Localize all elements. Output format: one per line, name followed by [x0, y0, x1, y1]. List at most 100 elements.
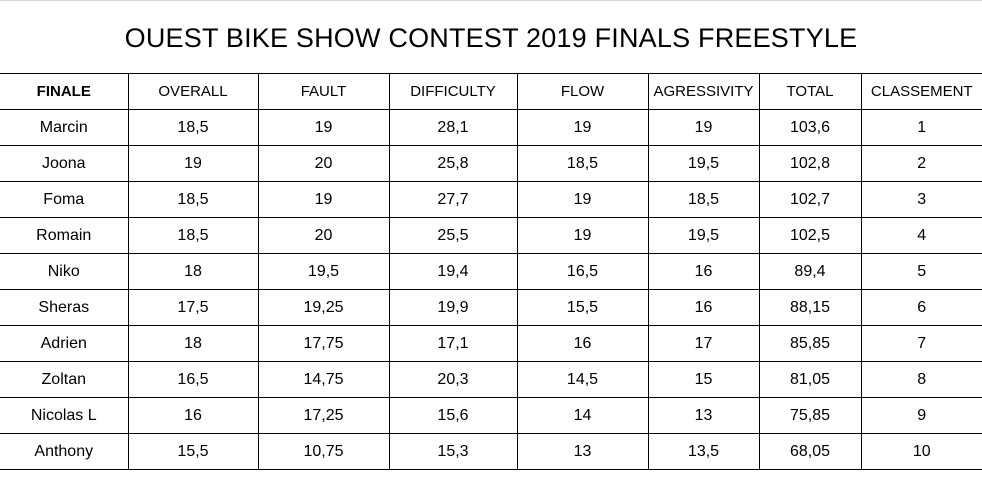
cell-fault: 10,75	[257, 433, 390, 470]
cell-total: 85,85	[758, 325, 862, 362]
column-header-classement: CLASSEMENT	[860, 73, 982, 110]
table-row: Niko 18 19,5 19,4 16,5 16 89,4 5	[0, 253, 982, 290]
cell-total: 88,15	[758, 289, 862, 326]
top-divider	[0, 0, 982, 1]
cell-fault: 17,25	[257, 397, 390, 434]
cell-total: 68,05	[758, 433, 862, 470]
cell-flow: 19	[516, 181, 649, 218]
results-table-body: Marcin 18,5 19 28,1 19 19 103,6 1 Joona 19 20 25,8 1…	[0, 109, 982, 470]
cell-rider-name: Adrien	[0, 325, 129, 362]
cell-flow: 19	[516, 109, 649, 146]
cell-flow: 16	[516, 325, 649, 362]
table-row: Nicolas L 16 17,25 15,6 14 13 75,85 9	[0, 397, 982, 434]
cell-classement: 9	[860, 397, 982, 434]
cell-rider-name: Joona	[0, 145, 129, 182]
table-row: Zoltan 16,5 14,75 20,3 14,5 15 81,05 8	[0, 361, 982, 398]
cell-difficulty: 27,7	[388, 181, 518, 218]
cell-overall: 18	[127, 325, 259, 362]
cell-overall: 16,5	[127, 361, 259, 398]
results-table: FINALE OVERALL FAULT DIFFICULTY FLOW AGR…	[0, 73, 982, 470]
table-header-row: FINALE OVERALL FAULT DIFFICULTY FLOW AGR…	[0, 73, 982, 110]
cell-rider-name: Zoltan	[0, 361, 129, 398]
cell-difficulty: 17,1	[388, 325, 518, 362]
cell-overall: 18,5	[127, 217, 259, 254]
cell-total: 89,4	[758, 253, 862, 290]
cell-difficulty: 15,3	[388, 433, 518, 470]
cell-agressivity: 18,5	[647, 181, 760, 218]
cell-agressivity: 17	[647, 325, 760, 362]
cell-fault: 20	[257, 217, 390, 254]
table-row: Sheras 17,5 19,25 19,9 15,5 16 88,15 6	[0, 289, 982, 326]
cell-rider-name: Nicolas L	[0, 397, 129, 434]
cell-fault: 19,25	[257, 289, 390, 326]
cell-classement: 10	[860, 433, 982, 470]
cell-classement: 5	[860, 253, 982, 290]
cell-classement: 2	[860, 145, 982, 182]
cell-flow: 16,5	[516, 253, 649, 290]
table-row: Foma 18,5 19 27,7 19 18,5 102,7 3	[0, 181, 982, 218]
table-row: Anthony 15,5 10,75 15,3 13 13,5 68,05 10	[0, 433, 982, 470]
cell-total: 81,05	[758, 361, 862, 398]
table-row: Adrien 18 17,75 17,1 16 17 85,85 7	[0, 325, 982, 362]
cell-total: 102,8	[758, 145, 862, 182]
cell-agressivity: 19,5	[647, 217, 760, 254]
cell-agressivity: 19	[647, 109, 760, 146]
cell-fault: 20	[257, 145, 390, 182]
cell-agressivity: 19,5	[647, 145, 760, 182]
cell-agressivity: 15	[647, 361, 760, 398]
cell-fault: 19	[257, 109, 390, 146]
cell-rider-name: Romain	[0, 217, 129, 254]
column-header-total: TOTAL	[758, 73, 862, 110]
cell-total: 103,6	[758, 109, 862, 146]
cell-agressivity: 16	[647, 253, 760, 290]
cell-flow: 14,5	[516, 361, 649, 398]
cell-classement: 3	[860, 181, 982, 218]
cell-fault: 17,75	[257, 325, 390, 362]
cell-agressivity: 16	[647, 289, 760, 326]
cell-flow: 15,5	[516, 289, 649, 326]
cell-difficulty: 25,5	[388, 217, 518, 254]
cell-rider-name: Foma	[0, 181, 129, 218]
cell-difficulty: 15,6	[388, 397, 518, 434]
cell-flow: 14	[516, 397, 649, 434]
cell-agressivity: 13,5	[647, 433, 760, 470]
table-row: Marcin 18,5 19 28,1 19 19 103,6 1	[0, 109, 982, 146]
cell-difficulty: 25,8	[388, 145, 518, 182]
cell-rider-name: Anthony	[0, 433, 129, 470]
cell-fault: 19,5	[257, 253, 390, 290]
cell-classement: 4	[860, 217, 982, 254]
table-row: Joona 19 20 25,8 18,5 19,5 102,8 2	[0, 145, 982, 182]
cell-difficulty: 19,9	[388, 289, 518, 326]
cell-classement: 1	[860, 109, 982, 146]
cell-classement: 6	[860, 289, 982, 326]
cell-total: 102,5	[758, 217, 862, 254]
cell-classement: 7	[860, 325, 982, 362]
cell-classement: 8	[860, 361, 982, 398]
cell-rider-name: Marcin	[0, 109, 129, 146]
column-header-agressivity: AGRESSIVITY	[647, 73, 760, 110]
cell-total: 102,7	[758, 181, 862, 218]
cell-total: 75,85	[758, 397, 862, 434]
cell-overall: 15,5	[127, 433, 259, 470]
cell-fault: 19	[257, 181, 390, 218]
cell-rider-name: Niko	[0, 253, 129, 290]
cell-difficulty: 19,4	[388, 253, 518, 290]
column-header-finale: FINALE	[0, 73, 129, 110]
cell-overall: 18,5	[127, 109, 259, 146]
cell-difficulty: 28,1	[388, 109, 518, 146]
column-header-difficulty: DIFFICULTY	[388, 73, 518, 110]
cell-flow: 13	[516, 433, 649, 470]
cell-overall: 17,5	[127, 289, 259, 326]
cell-overall: 18	[127, 253, 259, 290]
table-row: Romain 18,5 20 25,5 19 19,5 102,5 4	[0, 217, 982, 254]
cell-rider-name: Sheras	[0, 289, 129, 326]
cell-flow: 18,5	[516, 145, 649, 182]
cell-fault: 14,75	[257, 361, 390, 398]
cell-flow: 19	[516, 217, 649, 254]
page-title: OUEST BIKE SHOW CONTEST 2019 FINALS FREE…	[124, 23, 858, 53]
cell-overall: 19	[127, 145, 259, 182]
cell-agressivity: 13	[647, 397, 760, 434]
cell-difficulty: 20,3	[388, 361, 518, 398]
cell-overall: 18,5	[127, 181, 259, 218]
column-header-overall: OVERALL	[127, 73, 259, 110]
